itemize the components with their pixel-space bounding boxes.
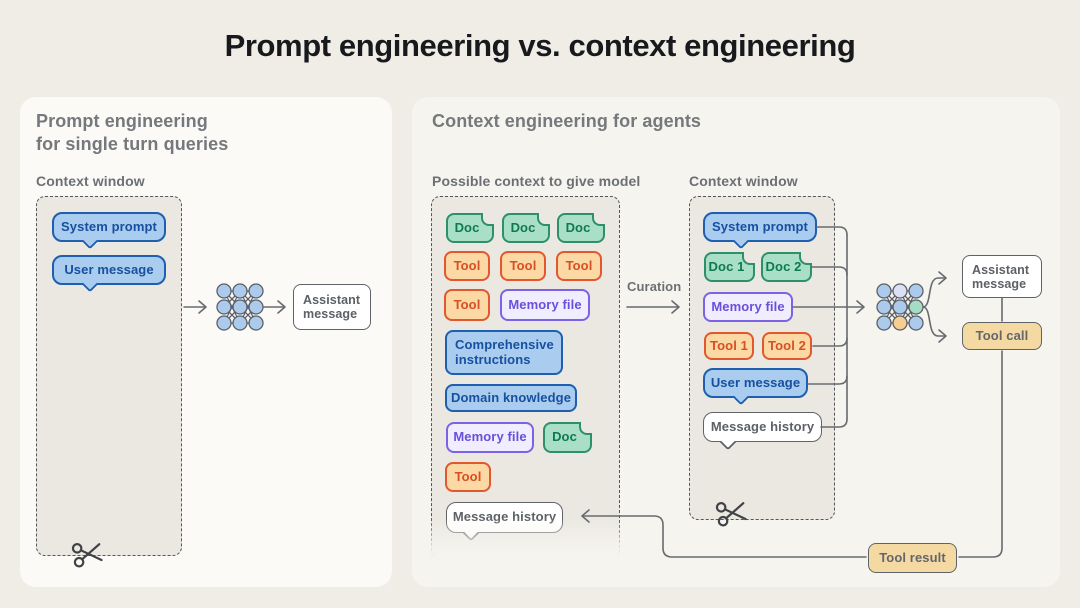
page-title: Prompt engineering vs. context engineeri… [224, 28, 856, 63]
system-prompt-label: System prompt [712, 218, 808, 234]
comprehensive-instructions-chip: Comprehensive instructions [445, 330, 563, 375]
user-message-label: User message [64, 261, 154, 277]
possible-context-label: Possible context to give model [432, 173, 641, 189]
user-message-bubble: User message [703, 368, 808, 405]
domain-knowledge-chip: Domain knowledge [445, 384, 577, 412]
tool-chip: Tool [444, 289, 490, 321]
doc-2-chip: Doc 2 [761, 252, 812, 282]
tool-2-chip: Tool 2 [762, 332, 812, 360]
right-context-window-label: Context window [689, 173, 798, 189]
doc-chip: Doc [543, 422, 592, 453]
assistant-message-box: Assistant message [293, 284, 371, 330]
message-history-bubble: Message history [703, 412, 822, 450]
tool-chip: Tool [500, 251, 546, 281]
curation-label: Curation [627, 279, 682, 294]
memory-file-chip: Memory file [446, 422, 534, 453]
tool-chip: Tool [444, 251, 490, 281]
doc-chip: Doc [446, 213, 494, 243]
tool-chip: Tool [556, 251, 602, 281]
user-message-label: User message [710, 374, 801, 390]
user-message-bubble: User message [52, 255, 166, 292]
assistant-message-label: Assistant message [303, 293, 361, 321]
memory-file-chip: Memory file [703, 292, 793, 322]
message-history-label: Message history [710, 418, 815, 434]
left-context-window-label: Context window [36, 173, 145, 189]
assistant-message-label: Assistant message [972, 262, 1030, 291]
assistant-message-box: Assistant message [962, 255, 1042, 298]
system-prompt-bubble: System prompt [703, 212, 817, 249]
left-panel-heading: Prompt engineering for single turn queri… [36, 111, 229, 154]
left-context-window-box [36, 196, 182, 556]
doc-chip: Doc [502, 213, 550, 243]
tool-call-box: Tool call [962, 322, 1042, 350]
possible-context-fade [424, 518, 628, 570]
doc-1-chip: Doc 1 [704, 252, 755, 282]
tool-chip: Tool [445, 462, 491, 492]
tool-1-chip: Tool 1 [704, 332, 754, 360]
doc-chip: Doc [557, 213, 605, 243]
tool-result-box: Tool result [868, 543, 957, 573]
memory-file-chip: Memory file [500, 289, 590, 321]
system-prompt-label: System prompt [61, 218, 157, 234]
right-panel-heading: Context engineering for agents [432, 111, 702, 131]
system-prompt-bubble: System prompt [52, 212, 166, 249]
